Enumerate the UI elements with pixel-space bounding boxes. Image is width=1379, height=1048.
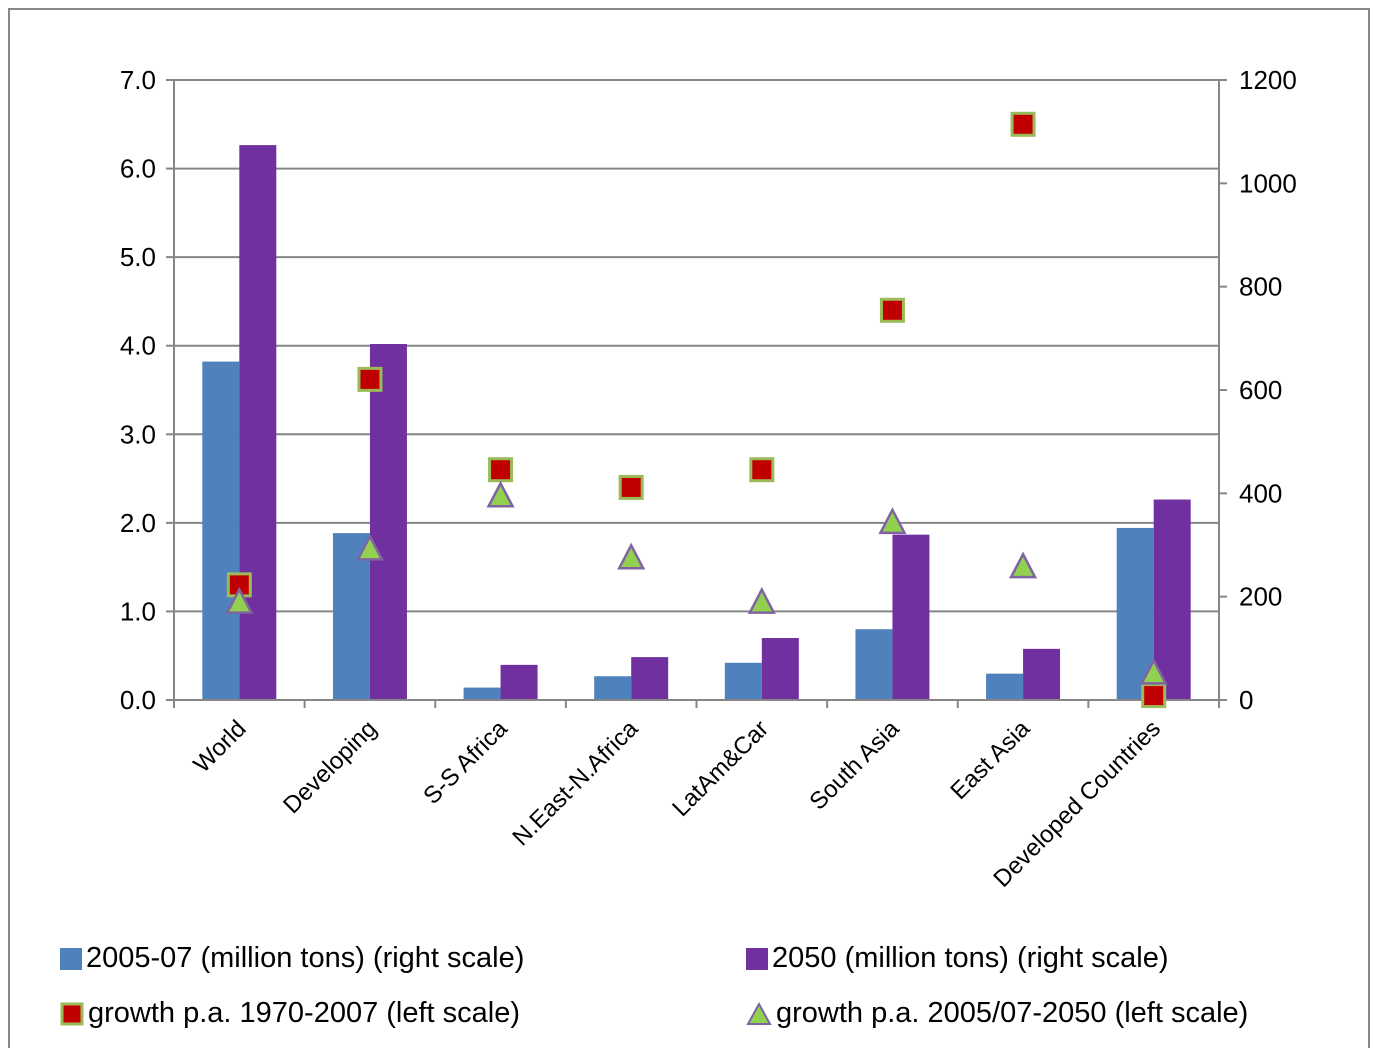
growth-1970-2007-marker: [357, 366, 383, 392]
growth-1970-2007-marker: [1010, 111, 1036, 137]
category-label: LatAm&Car: [667, 715, 774, 822]
growth-2005-2050-marker: [617, 542, 646, 570]
growth-2005-2050-marker: [486, 480, 515, 508]
growth-1970-2007-marker: [749, 457, 775, 483]
bar-2050: [631, 657, 669, 700]
left-tick-label: 0.0: [120, 685, 156, 715]
right-tick-label: 0: [1239, 685, 1253, 715]
bar-2050: [369, 344, 407, 700]
right-tick-label: 600: [1239, 375, 1282, 405]
legend-square-marker-icon: [60, 1002, 84, 1025]
growth-2005-2050-marker: [1009, 551, 1038, 579]
left-tick-label: 5.0: [120, 242, 156, 272]
growth-2005-2050-marker: [747, 586, 776, 614]
bar-2005-07: [855, 629, 893, 700]
legend-label-2050: 2050 (million tons) (right scale): [772, 942, 1169, 974]
left-tick-label: 4.0: [120, 331, 156, 361]
legend-item-2005-07: 2005-07 (million tons) (right scale): [60, 942, 524, 975]
bar-2050: [239, 145, 277, 701]
category-label: World: [188, 715, 251, 778]
gridlines: [174, 79, 1219, 613]
legend-triangle-marker-icon: [746, 1001, 772, 1025]
bar-2050: [1023, 648, 1061, 700]
tick-labels: 0.0 1.0 2.0 3.0 4.0 5.0 6.0 7.0 0 200 400 600 800 100…: [120, 65, 1297, 893]
right-tick-label: 1000: [1239, 168, 1297, 198]
markers: [225, 111, 1168, 709]
growth-1970-2007-marker: [1141, 683, 1167, 709]
right-tick-label: 1200: [1239, 65, 1297, 95]
legend-label-growth-1970-2007: growth p.a. 1970-2007 (left scale): [88, 997, 521, 1029]
left-tick-label: 3.0: [120, 419, 156, 449]
bar-2050: [761, 638, 799, 700]
category-label: South Asia: [804, 715, 905, 816]
axes: [166, 79, 1227, 708]
category-label: East Asia: [945, 715, 1035, 805]
bar-2050: [1153, 499, 1191, 700]
legend-item-2050: 2050 (million tons) (right scale): [746, 942, 1168, 975]
bar-2005-07: [463, 687, 501, 700]
category-label: Developing: [278, 715, 382, 819]
legend-swatch-purple: [746, 947, 768, 970]
growth-2005-2050-marker: [878, 507, 907, 535]
growth-1970-2007-marker: [618, 474, 644, 500]
legend-label-growth-2005-2050: growth p.a. 2005/07-2050 (left scale): [776, 997, 1249, 1029]
legend-label-2005-07: 2005-07 (million tons) (right scale): [86, 942, 525, 974]
bar-2005-07: [986, 673, 1024, 700]
left-tick-label: 6.0: [120, 154, 156, 184]
right-tick-label: 400: [1239, 478, 1282, 508]
right-tick-label: 800: [1239, 272, 1282, 302]
growth-1970-2007-marker: [488, 457, 514, 483]
legend-item-growth-2005-2050: growth p.a. 2005/07-2050 (left scale): [746, 997, 1248, 1030]
bar-2050: [500, 664, 538, 700]
bar-2005-07: [724, 662, 762, 700]
right-tick-label: 200: [1239, 582, 1282, 612]
chart-frame: [8, 8, 1370, 1048]
bars: [202, 145, 1191, 701]
bar-2050: [892, 534, 930, 700]
left-tick-label: 7.0: [120, 65, 156, 95]
legend-item-growth-1970-2007: growth p.a. 1970-2007 (left scale): [60, 997, 520, 1030]
legend-swatch-blue: [60, 947, 82, 970]
category-label: S-S Africa: [418, 715, 513, 810]
bar-2005-07: [332, 533, 370, 700]
bar-2005-07: [202, 361, 240, 700]
growth-2005-2050-marker: [1139, 657, 1168, 685]
growth-1970-2007-marker: [879, 297, 905, 323]
bar-2005-07: [594, 676, 632, 700]
growth-2005-2050-marker: [355, 533, 384, 561]
category-label: N.East-N.Africa: [507, 715, 643, 851]
growth-2005-2050-marker: [225, 586, 254, 614]
left-tick-label: 1.0: [120, 596, 156, 626]
left-tick-label: 2.0: [120, 508, 156, 538]
